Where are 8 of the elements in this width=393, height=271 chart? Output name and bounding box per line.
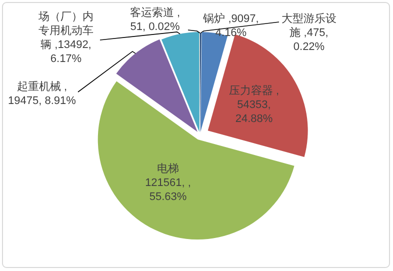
slice-label: 起重机械 , 19475, 8.91% — [7, 80, 77, 108]
data-label: 121561, , 55.63% — [145, 177, 191, 203]
slice-label: 电梯 — [157, 163, 179, 175]
slice-label: 场（厂）内专用机动车辆 ,13492, 6.17% — [38, 10, 94, 66]
slice-label: 客运索道 , 51, 0.02% — [128, 6, 182, 34]
slice-label: 大型游乐设施 ,475, 0.22% — [280, 12, 338, 54]
slice-label: 压力容器 , 54353, 24.88% — [228, 84, 280, 126]
slice-label: 锅炉 ,9097, 4.16% — [203, 12, 259, 40]
